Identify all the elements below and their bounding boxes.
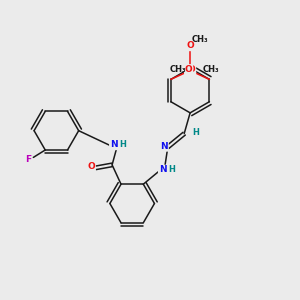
Text: N: N <box>160 142 168 151</box>
Text: CH₃: CH₃ <box>202 65 219 74</box>
Text: N: N <box>110 140 117 149</box>
Text: H: H <box>120 140 127 149</box>
Text: O: O <box>188 65 196 74</box>
Text: H: H <box>168 165 175 174</box>
Text: F: F <box>25 155 31 164</box>
Text: O: O <box>186 41 194 50</box>
Text: CH₃: CH₃ <box>192 34 208 43</box>
Text: O: O <box>185 65 193 74</box>
Text: H: H <box>193 128 200 137</box>
Text: O: O <box>87 162 95 171</box>
Text: N: N <box>159 165 166 174</box>
Text: CH₃: CH₃ <box>170 65 187 74</box>
